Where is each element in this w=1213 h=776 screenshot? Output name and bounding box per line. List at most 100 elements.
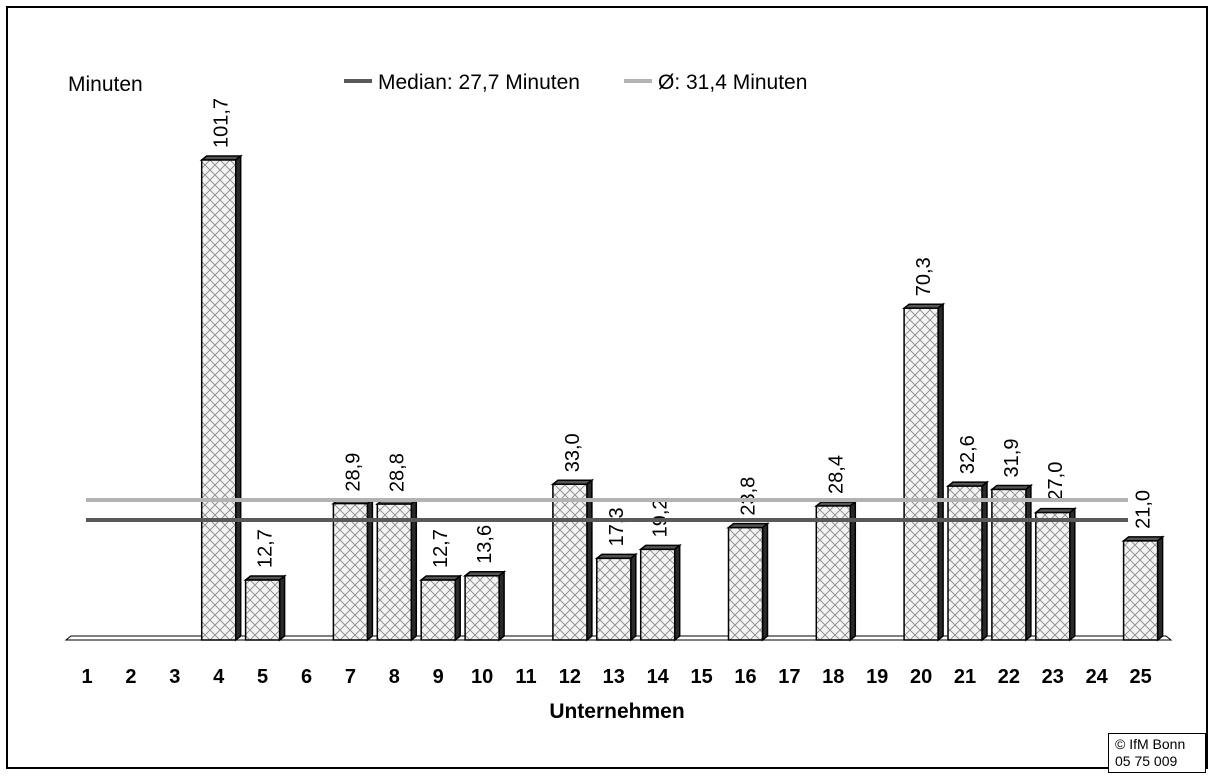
legend-item-median: Median: 27,7 Minuten [344,71,580,94]
value-label-text: 101,7 [211,98,233,148]
value-label-text: 28,8 [386,453,408,492]
value-label-text: 13,6 [474,525,496,564]
x-tick-11: 11 [515,666,536,688]
value-label-18: 28,4 [825,447,847,496]
value-label-text: 70,3 [913,257,935,296]
x-tick-10: 10 [471,666,493,688]
bar-8 [375,498,419,642]
bar-14 [638,543,682,642]
value-label-bg [957,428,977,477]
bar-front-face [1035,511,1071,641]
value-label-bg [561,426,582,475]
value-label-text: 12,7 [430,529,452,568]
x-tick-13: 13 [603,666,625,688]
bar-front-face [464,575,500,641]
x-tick-24: 24 [1086,666,1109,688]
bar-22 [989,483,1034,642]
bar-7 [331,498,375,642]
copyright-line-1: © IfM Bonn [1115,736,1186,752]
x-tick-19: 19 [866,666,888,688]
x-tick-1: 1 [81,666,92,688]
bar-front-face [332,502,369,641]
bar-front-face [596,557,632,641]
bar-13 [594,552,638,642]
value-label-16: 23,8 [737,469,760,518]
value-label-12: 33,0 [561,426,584,475]
x-tick-23: 23 [1042,666,1064,688]
value-label-text: 28,9 [342,453,364,492]
x-tick-6: 6 [301,666,312,688]
bar-front-face [947,485,983,641]
x-axis-label: Unternehmen [549,700,684,723]
copyright-box: © IfM Bonn 05 75 009 [1108,733,1206,773]
value-label-text: 17,3 [606,507,628,546]
bar-4 [199,154,243,642]
value-label-text: 28,4 [825,455,847,494]
x-tick-17: 17 [778,666,800,688]
value-label-bg [474,517,495,566]
bar-5 [243,574,287,642]
legend-label: Ø: 31,4 Minuten [658,71,807,94]
x-tick-2: 2 [125,666,136,688]
value-label-bg [1044,454,1065,503]
value-label-bg [825,447,846,496]
bar-front-face [903,307,939,641]
bar-18 [814,500,858,642]
value-label-20: 70,3 [913,250,935,299]
bar-front-face [815,505,852,641]
value-label-bg [605,500,626,549]
x-tick-8: 8 [389,666,400,688]
legend: Median: 27,7 Minuten Ø: 31,4 Minuten [344,71,807,94]
bar-23 [1033,507,1077,642]
bar-front-face [552,483,588,641]
x-tick-5: 5 [257,666,268,688]
value-label-9: 12,7 [430,522,452,571]
x-tick-20: 20 [910,666,932,688]
reference-lines [86,498,1128,522]
value-label-text: 23,8 [738,477,760,516]
bar-25 [1121,535,1165,642]
value-label-5: 12,7 [254,522,277,571]
value-label-bg [342,445,363,494]
value-label-bg [913,250,934,299]
copyright-line-2: 05 75 009 [1115,753,1178,769]
x-tick-labels: 1 2 3 4 5 6 7 8 9 10 11 12 13 14 15 16 17 18 19 20 21 22 23 24 2… [81,666,1151,688]
legend-item-mean: Ø: 31,4 Minuten [624,71,807,94]
value-label-text: 32,6 [957,435,979,474]
bar-front-face [376,503,413,641]
value-label-bg [649,491,670,540]
x-tick-9: 9 [433,666,444,688]
legend-label: Median: 27,7 Minuten [378,71,580,94]
bar-16 [726,522,770,642]
bar-10 [462,570,507,642]
value-label-text: 31,9 [1001,439,1023,478]
value-label-text: 12,7 [255,529,277,568]
bar-front-face [727,526,764,641]
value-label-25: 21,0 [1132,482,1155,531]
value-label-bg [430,522,451,571]
value-label-bg [1000,431,1021,480]
bar-21 [945,480,990,642]
value-label-text: 33,0 [562,433,584,472]
value-label-bg [737,469,758,518]
bar-front-face [200,159,237,641]
bar-front-face [991,488,1027,641]
value-label-8: 28,8 [386,446,408,495]
x-tick-14: 14 [647,666,670,688]
x-tick-16: 16 [734,666,756,688]
value-label-4: 101,7 [210,91,233,150]
x-tick-15: 15 [690,666,712,688]
value-label-text: 21,0 [1133,490,1155,529]
bar-20 [901,302,946,642]
x-tick-3: 3 [169,666,180,688]
x-tick-7: 7 [345,666,356,688]
bars: 101,7 12,7 28,9 28,8 12,7 13,6 33,0 17,3 19,2 23,… [199,91,1165,642]
value-label-7: 28,9 [342,445,364,494]
x-tick-22: 22 [998,666,1020,688]
value-label-bg [1132,482,1153,531]
y-axis-label: Minuten [68,73,143,96]
bar-9 [419,574,463,642]
bar-front-face [639,548,676,641]
value-label-bg [210,91,231,150]
